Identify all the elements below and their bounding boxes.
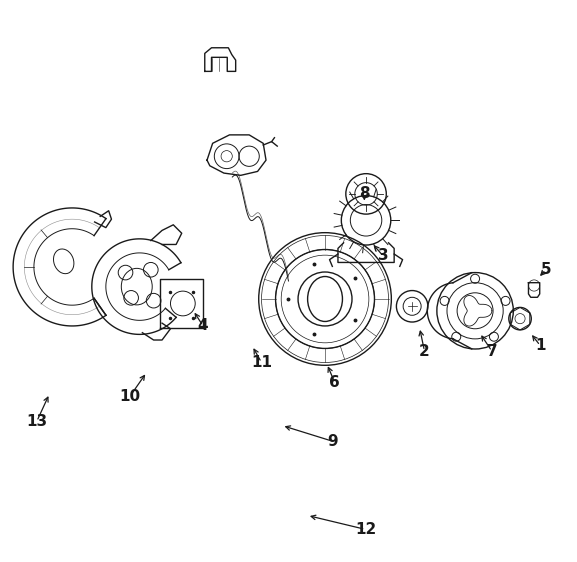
Text: 6: 6 (329, 375, 340, 389)
Text: 3: 3 (377, 248, 388, 263)
Text: 4: 4 (198, 319, 208, 333)
Text: 10: 10 (119, 389, 141, 404)
Text: 5: 5 (541, 262, 551, 277)
Text: 7: 7 (486, 344, 497, 359)
Text: 9: 9 (327, 434, 338, 448)
Text: 13: 13 (26, 414, 47, 429)
Text: 2: 2 (419, 344, 430, 359)
Text: 8: 8 (359, 187, 370, 201)
Text: 12: 12 (355, 522, 376, 537)
Text: 11: 11 (251, 355, 272, 370)
Text: 1: 1 (535, 338, 545, 353)
